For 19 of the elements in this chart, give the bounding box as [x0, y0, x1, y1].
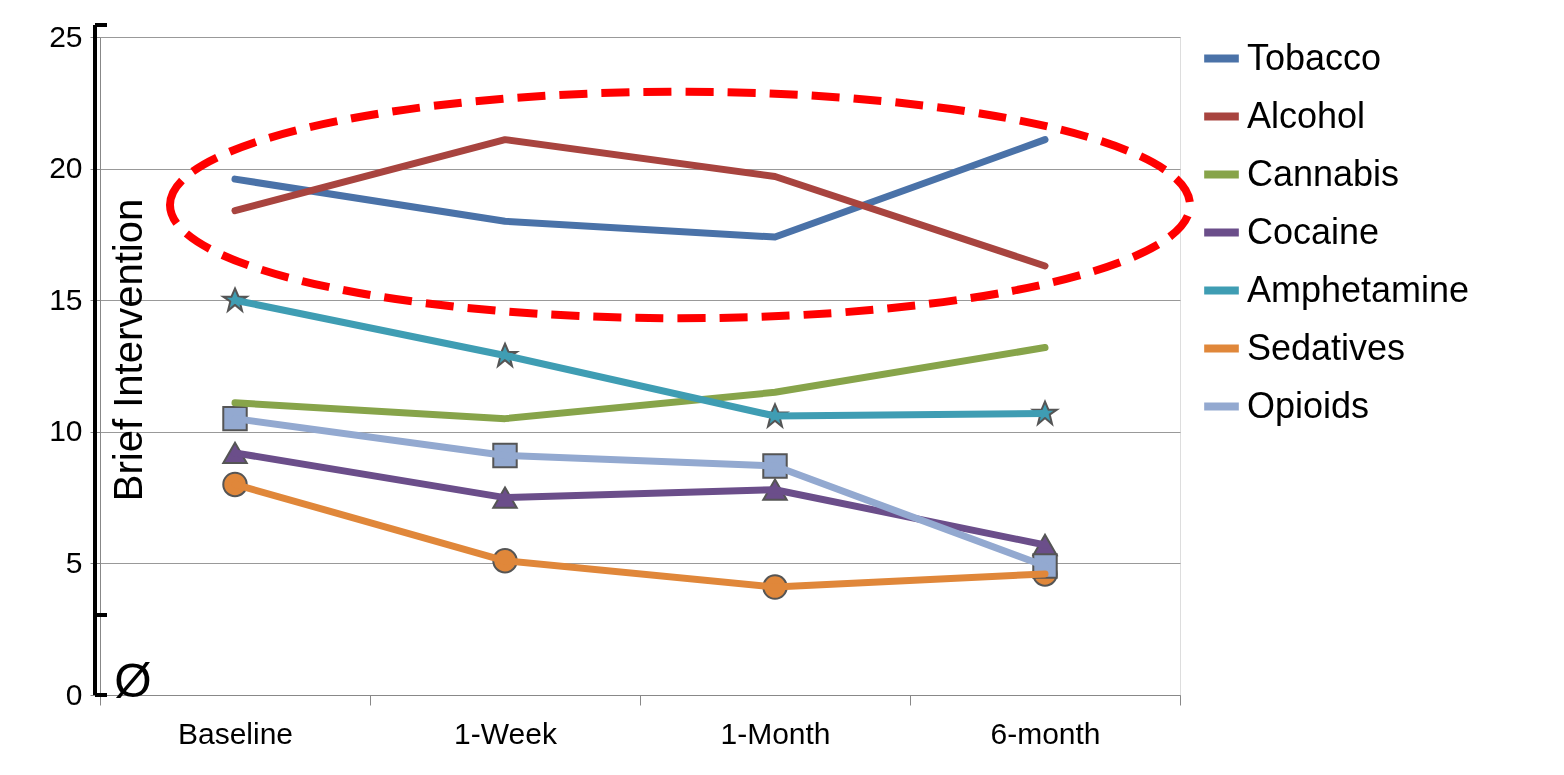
legend-label: Opioids — [1247, 384, 1370, 426]
y-tick-label: 25 — [49, 19, 83, 53]
legend-label: Amphetamine — [1247, 268, 1470, 310]
legend-label: Sedatives — [1247, 326, 1406, 368]
annotation: Brief Intervention — [106, 198, 150, 502]
y-tick-label: 10 — [49, 414, 83, 448]
legend-label: Cocaine — [1247, 210, 1380, 252]
x-tick-label: 1-Week — [454, 716, 558, 750]
legend-label: Alcohol — [1247, 94, 1366, 136]
y-tick-label: 0 — [65, 677, 83, 711]
x-tick-label: Baseline — [177, 716, 294, 750]
annotation: Ø — [114, 654, 152, 707]
legend-label: Tobacco — [1247, 36, 1382, 78]
y-tick-label: 20 — [49, 151, 83, 185]
y-tick-label: 15 — [49, 282, 83, 316]
x-tick-label: 1-Month — [720, 716, 831, 750]
x-tick-label: 6-month — [990, 716, 1101, 750]
legend-label: Cannabis — [1247, 152, 1400, 194]
y-tick-label: 5 — [65, 545, 83, 579]
